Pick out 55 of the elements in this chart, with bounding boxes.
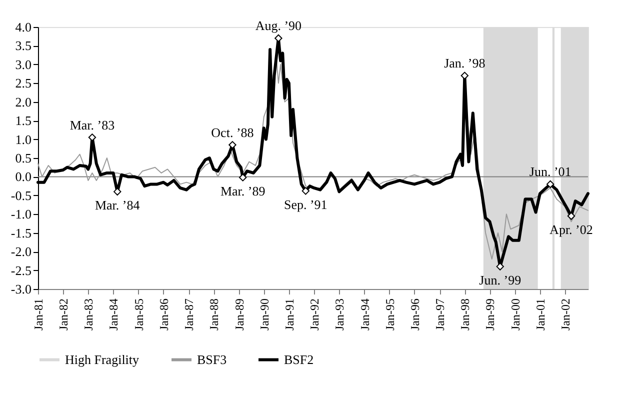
point	[238, 174, 247, 182]
y-tick-label: 1.5	[15, 113, 32, 128]
x-tick-label: Jan-82	[56, 298, 71, 330]
y-tick-label: 0.0	[15, 169, 32, 184]
y-tick-label: -2.0	[10, 244, 32, 260]
y-tick-label: -1.0	[10, 206, 32, 222]
y-tick-label: -1.5	[10, 225, 32, 240]
x-tick-label: Jan-83	[82, 298, 96, 330]
y-tick-label: -3.0	[10, 282, 32, 296]
x-tick-label: Jan-93	[332, 298, 347, 330]
x-tick-label: Jan-89	[232, 298, 246, 330]
point	[496, 262, 504, 270]
annotation: Jun. ’01	[529, 164, 572, 180]
legend-label: BSF3	[197, 352, 227, 367]
legend-label: BSF2	[284, 352, 314, 367]
y-tick-label: -0.5	[10, 188, 32, 203]
point	[546, 180, 554, 188]
annotation: Mar. ’89	[220, 183, 266, 198]
annotation: Oct. ’88	[211, 124, 254, 140]
x-tick-label: Jan-97	[433, 298, 448, 330]
y-tick-label: -2.5	[10, 262, 32, 278]
x-tick-label: Jan-84	[106, 298, 121, 330]
annotation: Jan. ’98	[444, 56, 486, 71]
y-tick-label: 3.0	[15, 56, 32, 72]
annotation: Mar. ’84	[94, 198, 140, 213]
x-tick-label: Jan-88	[207, 298, 222, 330]
point	[302, 187, 310, 195]
point	[567, 212, 576, 220]
annotation: Jun. ’99	[479, 272, 522, 288]
x-tick-label: Jan-98	[458, 298, 472, 330]
y-tick-label: 0.5	[15, 150, 32, 166]
x-tick-label: Jan-96	[408, 298, 422, 330]
y-tick-label: 2.0	[15, 94, 32, 110]
x-tick-label: Jan-02	[558, 298, 573, 330]
x-tick-label: Jan-87	[182, 298, 196, 330]
y-tick-label: 2.5	[15, 76, 32, 91]
annotation: Mar. ’83	[70, 117, 115, 132]
x-tick-label: Jan-95	[382, 298, 397, 330]
y-tick-label: 3.5	[15, 38, 32, 54]
x-tick-label: Jan-01	[533, 298, 548, 330]
annotation: Sep. ’91	[284, 196, 328, 212]
x-tick-label: Jan-91	[282, 298, 296, 330]
x-tick-label: Jan-86	[156, 298, 171, 330]
x-tick-label: Jan-00	[508, 298, 522, 330]
y-tick-label: 4.0	[15, 20, 32, 34]
x-tick-label: Jan-90	[257, 298, 272, 330]
y-tick-label: 1.0	[15, 132, 32, 147]
x-tick-label: Jan-85	[132, 298, 146, 330]
x-tick-label: Jan-99	[483, 298, 498, 330]
legend-label: High Fragility	[65, 352, 140, 367]
annotation: Apr. ’02	[550, 222, 593, 238]
x-tick-label: Jan-92	[308, 298, 322, 330]
x-tick-label: Jan-81	[32, 298, 46, 330]
x-tick-label: Jan-94	[358, 298, 372, 330]
annotation: Aug. ’90	[255, 18, 302, 34]
